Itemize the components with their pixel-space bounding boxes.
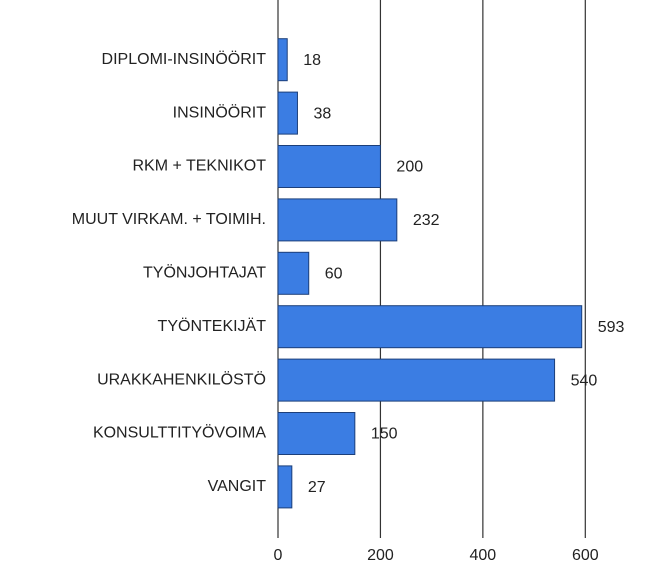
value-label: 27 bbox=[308, 479, 326, 496]
x-tick-label: 600 bbox=[572, 547, 599, 564]
bar bbox=[277, 91, 298, 135]
bar bbox=[277, 465, 293, 509]
category-label: TYÖNTEKIJÄT bbox=[158, 317, 267, 335]
x-tick-label: 0 bbox=[274, 547, 283, 564]
value-label: 60 bbox=[325, 266, 343, 283]
bar bbox=[277, 38, 288, 82]
value-label: 150 bbox=[371, 426, 398, 443]
category-label: MUUT VIRKAM. + TOIMIH. bbox=[72, 211, 266, 228]
value-label: 200 bbox=[396, 159, 423, 176]
category-label: KONSULTTITYÖVOIMA bbox=[93, 424, 266, 442]
bar bbox=[277, 305, 583, 349]
category-label: VANGIT bbox=[208, 478, 267, 495]
category-label: DIPLOMI-INSINÖÖRIT bbox=[102, 50, 267, 68]
bar bbox=[277, 251, 310, 295]
bar bbox=[277, 145, 381, 188]
x-tick-label: 400 bbox=[470, 547, 497, 564]
value-label: 540 bbox=[571, 372, 598, 389]
value-label: 593 bbox=[598, 319, 625, 336]
value-label: 18 bbox=[303, 52, 321, 69]
bar bbox=[277, 358, 556, 402]
bar bbox=[277, 412, 356, 455]
category-label: TYÖNJOHTAJAT bbox=[143, 264, 266, 282]
value-label: 232 bbox=[413, 212, 440, 229]
category-label: URAKKAHENKILÖSTÖ bbox=[97, 370, 266, 388]
bar bbox=[277, 198, 398, 242]
value-label: 38 bbox=[313, 105, 331, 122]
category-label: RKM + TEKNIKOT bbox=[132, 158, 266, 175]
category-label: INSINÖÖRIT bbox=[173, 103, 267, 121]
x-tick-label: 200 bbox=[367, 547, 394, 564]
